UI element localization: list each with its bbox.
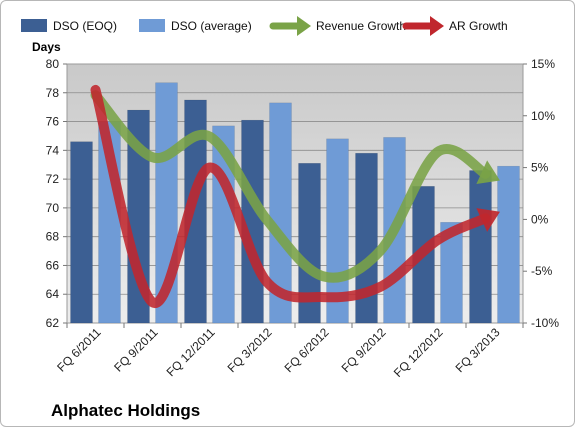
- bar-dso-eoq--5: [355, 152, 378, 324]
- legend-label-revenue-growth: Revenue Growth: [316, 19, 406, 33]
- x-tick-label: FQ 9/2012: [339, 325, 389, 375]
- left-axis-title: Days: [32, 40, 61, 54]
- x-tick-label: FQ 3/2012: [225, 325, 275, 375]
- right-tick-label: 10%: [531, 109, 555, 123]
- arrowhead-revenue-growth: [476, 160, 500, 185]
- bar-dso-eoq--4: [298, 163, 321, 324]
- left-tick-label: 64: [46, 287, 60, 301]
- bar-dso-eoq--7: [469, 170, 492, 324]
- legend-label-dso-average-: DSO (average): [171, 19, 252, 33]
- growth-lines: [90, 84, 500, 308]
- legend-arrow-revenue-growth: [297, 16, 311, 36]
- bar-dso-average--3: [269, 102, 292, 324]
- legend-arrow-ar-growth: [430, 16, 444, 36]
- legend: DSO (EOQ) DSO (average) Revenue Growth AR G…: [21, 16, 508, 36]
- x-tick-label: FQ 12/2012: [391, 325, 446, 380]
- legend-label-dso-eoq-: DSO (EOQ): [53, 19, 117, 33]
- x-tick-label: FQ 6/2011: [54, 325, 104, 375]
- x-tick-label: FQ 12/2011: [164, 325, 218, 379]
- legend-swatch-dso-eoq-: [21, 19, 47, 32]
- left-tick-label: 72: [46, 172, 60, 186]
- legend-label-ar-growth: AR Growth: [449, 19, 508, 33]
- bar-dso-average--7: [497, 165, 520, 324]
- left-tick-label: 80: [46, 57, 60, 71]
- x-tick-label: FQ 3/2013: [453, 325, 503, 375]
- x-axis-ticks: FQ 6/2011 FQ 9/2011 FQ 12/2011 FQ 3/2012 FQ …: [54, 323, 524, 380]
- right-axis-ticks: -10% -5% 0% 5% 10% 15%: [523, 57, 559, 330]
- left-tick-label: 76: [46, 115, 60, 129]
- left-tick-label: 70: [46, 201, 60, 215]
- left-tick-label: 66: [46, 258, 60, 272]
- left-tick-label: 68: [46, 230, 60, 244]
- left-tick-label: 62: [46, 316, 60, 330]
- x-tick-label: FQ 9/2011: [111, 325, 161, 375]
- line-revenue-growth: [90, 90, 491, 283]
- right-tick-label: 5%: [531, 161, 549, 175]
- line-ar-growth: [90, 84, 491, 308]
- legend-swatch-dso-average-: [139, 19, 165, 32]
- arrowhead-ar-growth: [476, 208, 500, 232]
- right-tick-label: 15%: [531, 57, 555, 71]
- x-tick-label: FQ 6/2012: [282, 325, 332, 375]
- left-tick-label: 78: [46, 86, 60, 100]
- left-axis-ticks: 62 64 66 68 70 72 74 76 78 80: [46, 57, 67, 330]
- bar-dso-eoq--0: [70, 141, 93, 324]
- left-tick-label: 74: [46, 143, 60, 157]
- right-tick-label: 0%: [531, 212, 549, 226]
- right-tick-label: -10%: [531, 316, 559, 330]
- company-label: Alphatec Holdings: [51, 401, 200, 420]
- bar-dso-average--6: [440, 222, 463, 324]
- right-tick-label: -5%: [531, 264, 553, 278]
